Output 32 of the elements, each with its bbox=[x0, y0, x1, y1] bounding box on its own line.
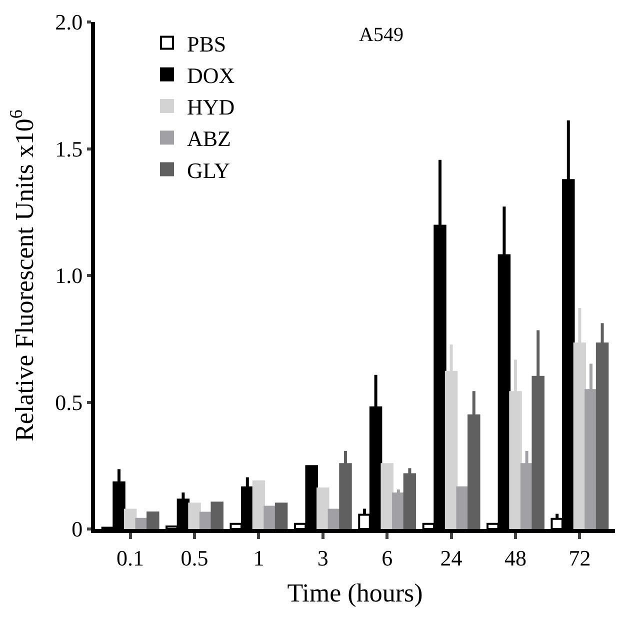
x-tick-label: 72 bbox=[568, 545, 591, 570]
chart-title: A549 bbox=[359, 24, 404, 46]
y-tick-label: 0 bbox=[72, 516, 83, 542]
x-tick-label: 6 bbox=[382, 545, 393, 570]
legend-label: PBS bbox=[187, 31, 226, 56]
bar bbox=[210, 502, 224, 529]
y-tick-label: 1.5 bbox=[55, 136, 83, 162]
legend-label: DOX bbox=[187, 62, 235, 88]
bar bbox=[316, 487, 330, 529]
bar bbox=[456, 486, 469, 529]
bar bbox=[135, 518, 148, 529]
bar bbox=[392, 492, 405, 529]
legend-label: HYD bbox=[187, 94, 235, 120]
bar bbox=[188, 502, 201, 529]
y-tick-label: 1.0 bbox=[55, 263, 83, 288]
legend-label: GLY bbox=[187, 158, 230, 183]
bar bbox=[252, 480, 266, 529]
y-tick-label: 0.5 bbox=[55, 390, 83, 415]
bar bbox=[264, 506, 276, 529]
x-tick-label: 3 bbox=[317, 545, 328, 570]
bar bbox=[146, 512, 160, 529]
x-tick-label: 0.5 bbox=[180, 545, 208, 570]
x-axis-title: Time (hours) bbox=[287, 578, 423, 608]
y-tick-label: 2.0 bbox=[55, 10, 83, 35]
x-tick-label: 24 bbox=[440, 545, 462, 570]
bar bbox=[380, 463, 394, 529]
bar bbox=[274, 502, 288, 529]
x-tick-label: 0.1 bbox=[116, 545, 144, 570]
x-tick-label: 1 bbox=[253, 545, 264, 570]
bar bbox=[124, 508, 137, 529]
x-tick-label: 48 bbox=[504, 545, 526, 570]
legend-label: ABZ bbox=[187, 126, 231, 152]
